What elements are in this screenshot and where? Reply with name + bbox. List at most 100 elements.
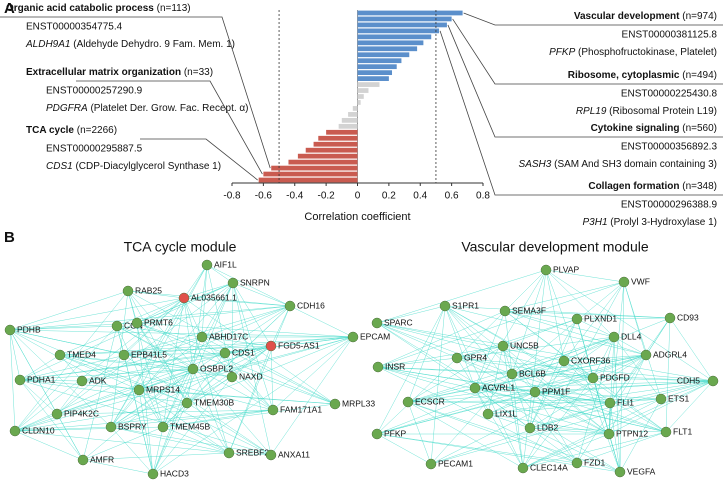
edge (206, 264, 291, 307)
process-name: Vascular development (574, 11, 680, 22)
bar (357, 58, 402, 64)
node (618, 276, 630, 288)
node (201, 259, 213, 271)
edge (110, 345, 272, 428)
edge (19, 354, 61, 381)
edge (376, 391, 536, 435)
edge (231, 376, 274, 411)
node (660, 426, 672, 438)
edge (456, 357, 594, 379)
node-label: EPB41L5 (131, 349, 167, 359)
node (111, 320, 123, 332)
edge (59, 354, 274, 411)
node-label: FGD5-AS1 (278, 340, 320, 350)
node (587, 372, 599, 384)
x-tick-label: 0.4 (413, 191, 427, 202)
node (425, 458, 437, 470)
node-label: VWF (631, 276, 650, 286)
x-tick-label: 0.6 (445, 191, 459, 202)
edge (487, 413, 610, 435)
node (529, 386, 541, 398)
edge (186, 336, 354, 404)
edge (59, 354, 233, 378)
node-label: AL035661.1 (191, 292, 237, 302)
edge (19, 379, 84, 461)
edge (502, 345, 536, 393)
node-label: PFKP (384, 428, 407, 438)
edge (407, 387, 476, 403)
edge (376, 433, 432, 465)
node (640, 349, 652, 361)
connector (452, 18, 723, 85)
edge (609, 317, 671, 404)
node-label: PDGFD (600, 372, 630, 382)
edge (19, 379, 272, 456)
edge (511, 373, 611, 404)
node-label: PDHA1 (27, 374, 56, 384)
node-label: ADGRL4 (653, 349, 687, 359)
node-label: SNRPN (240, 277, 270, 287)
edge (82, 426, 164, 461)
edge (487, 345, 504, 415)
bar (357, 16, 452, 22)
node-label: INSR (385, 361, 405, 371)
edge (270, 336, 354, 456)
transcript-id: ENST00000381125.8 (622, 30, 718, 41)
node (187, 363, 199, 375)
edge (116, 297, 185, 327)
edge (162, 403, 336, 428)
edge (376, 322, 621, 473)
node-label: UNC5B (510, 340, 539, 350)
node-label: PLVAP (553, 264, 579, 274)
node (540, 264, 552, 276)
gene-count: (n=2266) (77, 125, 117, 136)
node-label: AMFR (90, 454, 114, 464)
bar (258, 177, 358, 183)
edge (183, 282, 234, 299)
edge (183, 297, 336, 405)
node-label: ADK (89, 375, 107, 385)
edge (407, 380, 714, 403)
gene-name: PDGFRA (Platelet Der. Grow. Fac. Recept.… (46, 103, 249, 114)
edge (138, 389, 154, 475)
edge (504, 310, 615, 338)
x-tick-label: -0.6 (255, 191, 273, 202)
edge (592, 377, 714, 382)
transcript-id: ENST00000296388.9 (621, 200, 718, 211)
edge (522, 380, 714, 469)
edge (504, 310, 513, 375)
edge (545, 269, 714, 382)
edge (162, 345, 272, 428)
module-title: Vascular development module (461, 239, 649, 255)
gene-name: P3H1 (Prolyl 3-Hydroxylase 1) (583, 217, 718, 228)
gene-count: (n=974) (682, 11, 717, 22)
node-label: PRMT6 (144, 317, 173, 327)
edge (563, 336, 615, 362)
gene-symbol: CDS1 (46, 161, 73, 172)
edge (376, 305, 446, 435)
edge (136, 297, 185, 324)
process-name: Ribosome, cytoplasmic (568, 70, 680, 81)
node (347, 331, 359, 343)
edge (152, 426, 164, 475)
edge (376, 354, 647, 435)
node-label: CDS1 (232, 347, 255, 357)
gene-name: CDS1 (CDP-Diacylglycerol Synthase 1) (46, 161, 221, 172)
node-label: CD93 (677, 312, 699, 322)
bar (326, 129, 358, 135)
gene-description: (Prolyl 3-Hydroxylase 1) (610, 217, 717, 228)
edge (665, 380, 714, 433)
edge (376, 322, 714, 382)
edge (502, 345, 524, 469)
edge (123, 354, 154, 475)
edge (81, 380, 140, 391)
node-label: PDHB (17, 324, 41, 334)
gene-description: (Phosphofructokinase, Platelet) (578, 47, 717, 58)
edge (110, 282, 234, 428)
gene-count: (n=33) (184, 67, 213, 78)
network-edges (9, 264, 714, 475)
edge (504, 310, 667, 433)
node (482, 408, 494, 420)
node-label: EPCAM (360, 331, 390, 341)
